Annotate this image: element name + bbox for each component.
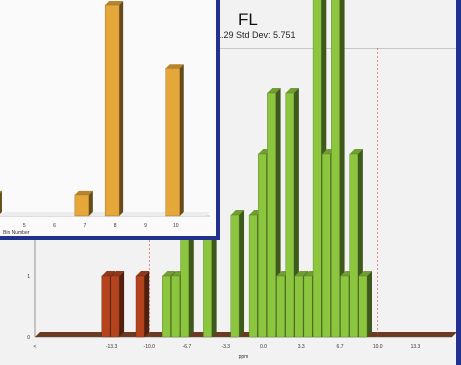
bar-front-face [162,275,171,338]
bar-side-face [119,271,125,337]
bar-side-face [211,210,217,337]
bar-front-face [276,275,285,338]
bar-front-face [165,68,180,217]
stats-readout: 1.29 Std Dev: 5.751 [216,30,296,40]
x-tick-label: 13.3 [411,344,421,350]
y-tick-label: 0 [27,335,30,341]
x-tick-label: 0.0 [260,344,267,350]
bar-top-face [101,271,115,276]
bar-top-face [285,88,299,93]
bar-front-face [294,275,304,338]
bar-top-face [358,271,373,276]
bar-front-face [267,92,276,338]
bar-front-face [340,275,349,338]
x-tick-label: 6.7 [337,344,344,350]
bar-top-face [135,271,150,276]
bar-front-face [258,153,267,338]
bar-side-face [0,190,2,214]
bar-side-face [119,1,124,216]
bar-top-face [162,271,176,276]
bar-front-face [331,0,340,338]
histogram-bar [165,64,184,217]
x-tick-label: 9 [144,223,147,229]
histogram-bar [74,190,93,217]
bar-side-face [179,64,184,216]
bar-front-face [248,214,258,338]
bar-front-face [303,275,313,338]
bar-top-face [349,149,363,154]
bin-number-histogram-chart: 5 6 7 8 9 10 Bin Number [0,1,210,236]
x-axis-label: Bin Number [3,230,30,236]
bar-top-face [0,190,2,193]
x-tick-label: < [34,344,37,350]
x-axis-label: ppm [239,354,249,360]
bar-front-face [110,275,120,338]
x-tick-label: 6 [53,223,56,229]
chart-title: FL [238,10,258,29]
bar-front-face [230,214,240,338]
bar-front-face [104,4,120,217]
bar-top-face [105,1,124,5]
x-tick-label: -10.0 [144,344,156,350]
bar-top-face [267,88,281,93]
histogram-bar [135,271,150,338]
histogram-bar [0,190,2,214]
chart-floor [35,332,456,337]
x-tick-label: 8 [114,223,117,229]
x-tick-label: -6.7 [183,344,192,350]
bar-front-face [322,153,331,338]
bar-side-face [88,190,93,216]
bar-side-face [144,271,150,337]
bar-front-face [135,275,145,338]
bar-top-face [74,190,93,195]
bar-side-face [239,210,245,337]
bar-top-face [165,64,184,69]
bar-side-face [367,271,373,337]
bar-side-face [188,210,194,337]
bar-front-face [101,275,111,338]
bar-front-face [358,275,368,338]
x-tick-label: 10 [173,223,179,229]
x-tick-label: -3.3 [221,344,230,350]
bar-front-face [74,194,90,217]
x-tick-label: -13.3 [106,344,118,350]
x-tick-label: 5 [23,223,26,229]
histogram-bar [104,1,124,217]
bar-front-face [285,92,295,338]
bar-top-face [294,271,309,276]
histogram-bar [110,271,125,338]
x-tick-label: 3.3 [298,344,305,350]
x-tick-label: 7 [83,223,86,229]
bar-front-face [312,0,322,338]
bin-number-histogram-window: 5 6 7 8 9 10 Bin Number [0,0,220,240]
bar-front-face [349,153,359,338]
histogram-bar [331,0,345,338]
bar-side-face [339,0,345,337]
y-tick-label: 1 [27,274,30,280]
bar-front-face [171,275,180,338]
x-tick-label: 10.0 [373,344,383,350]
histogram-bar [358,271,373,338]
bar-top-face [110,271,125,276]
bar-top-face [230,210,245,215]
histogram-bar [230,210,245,338]
